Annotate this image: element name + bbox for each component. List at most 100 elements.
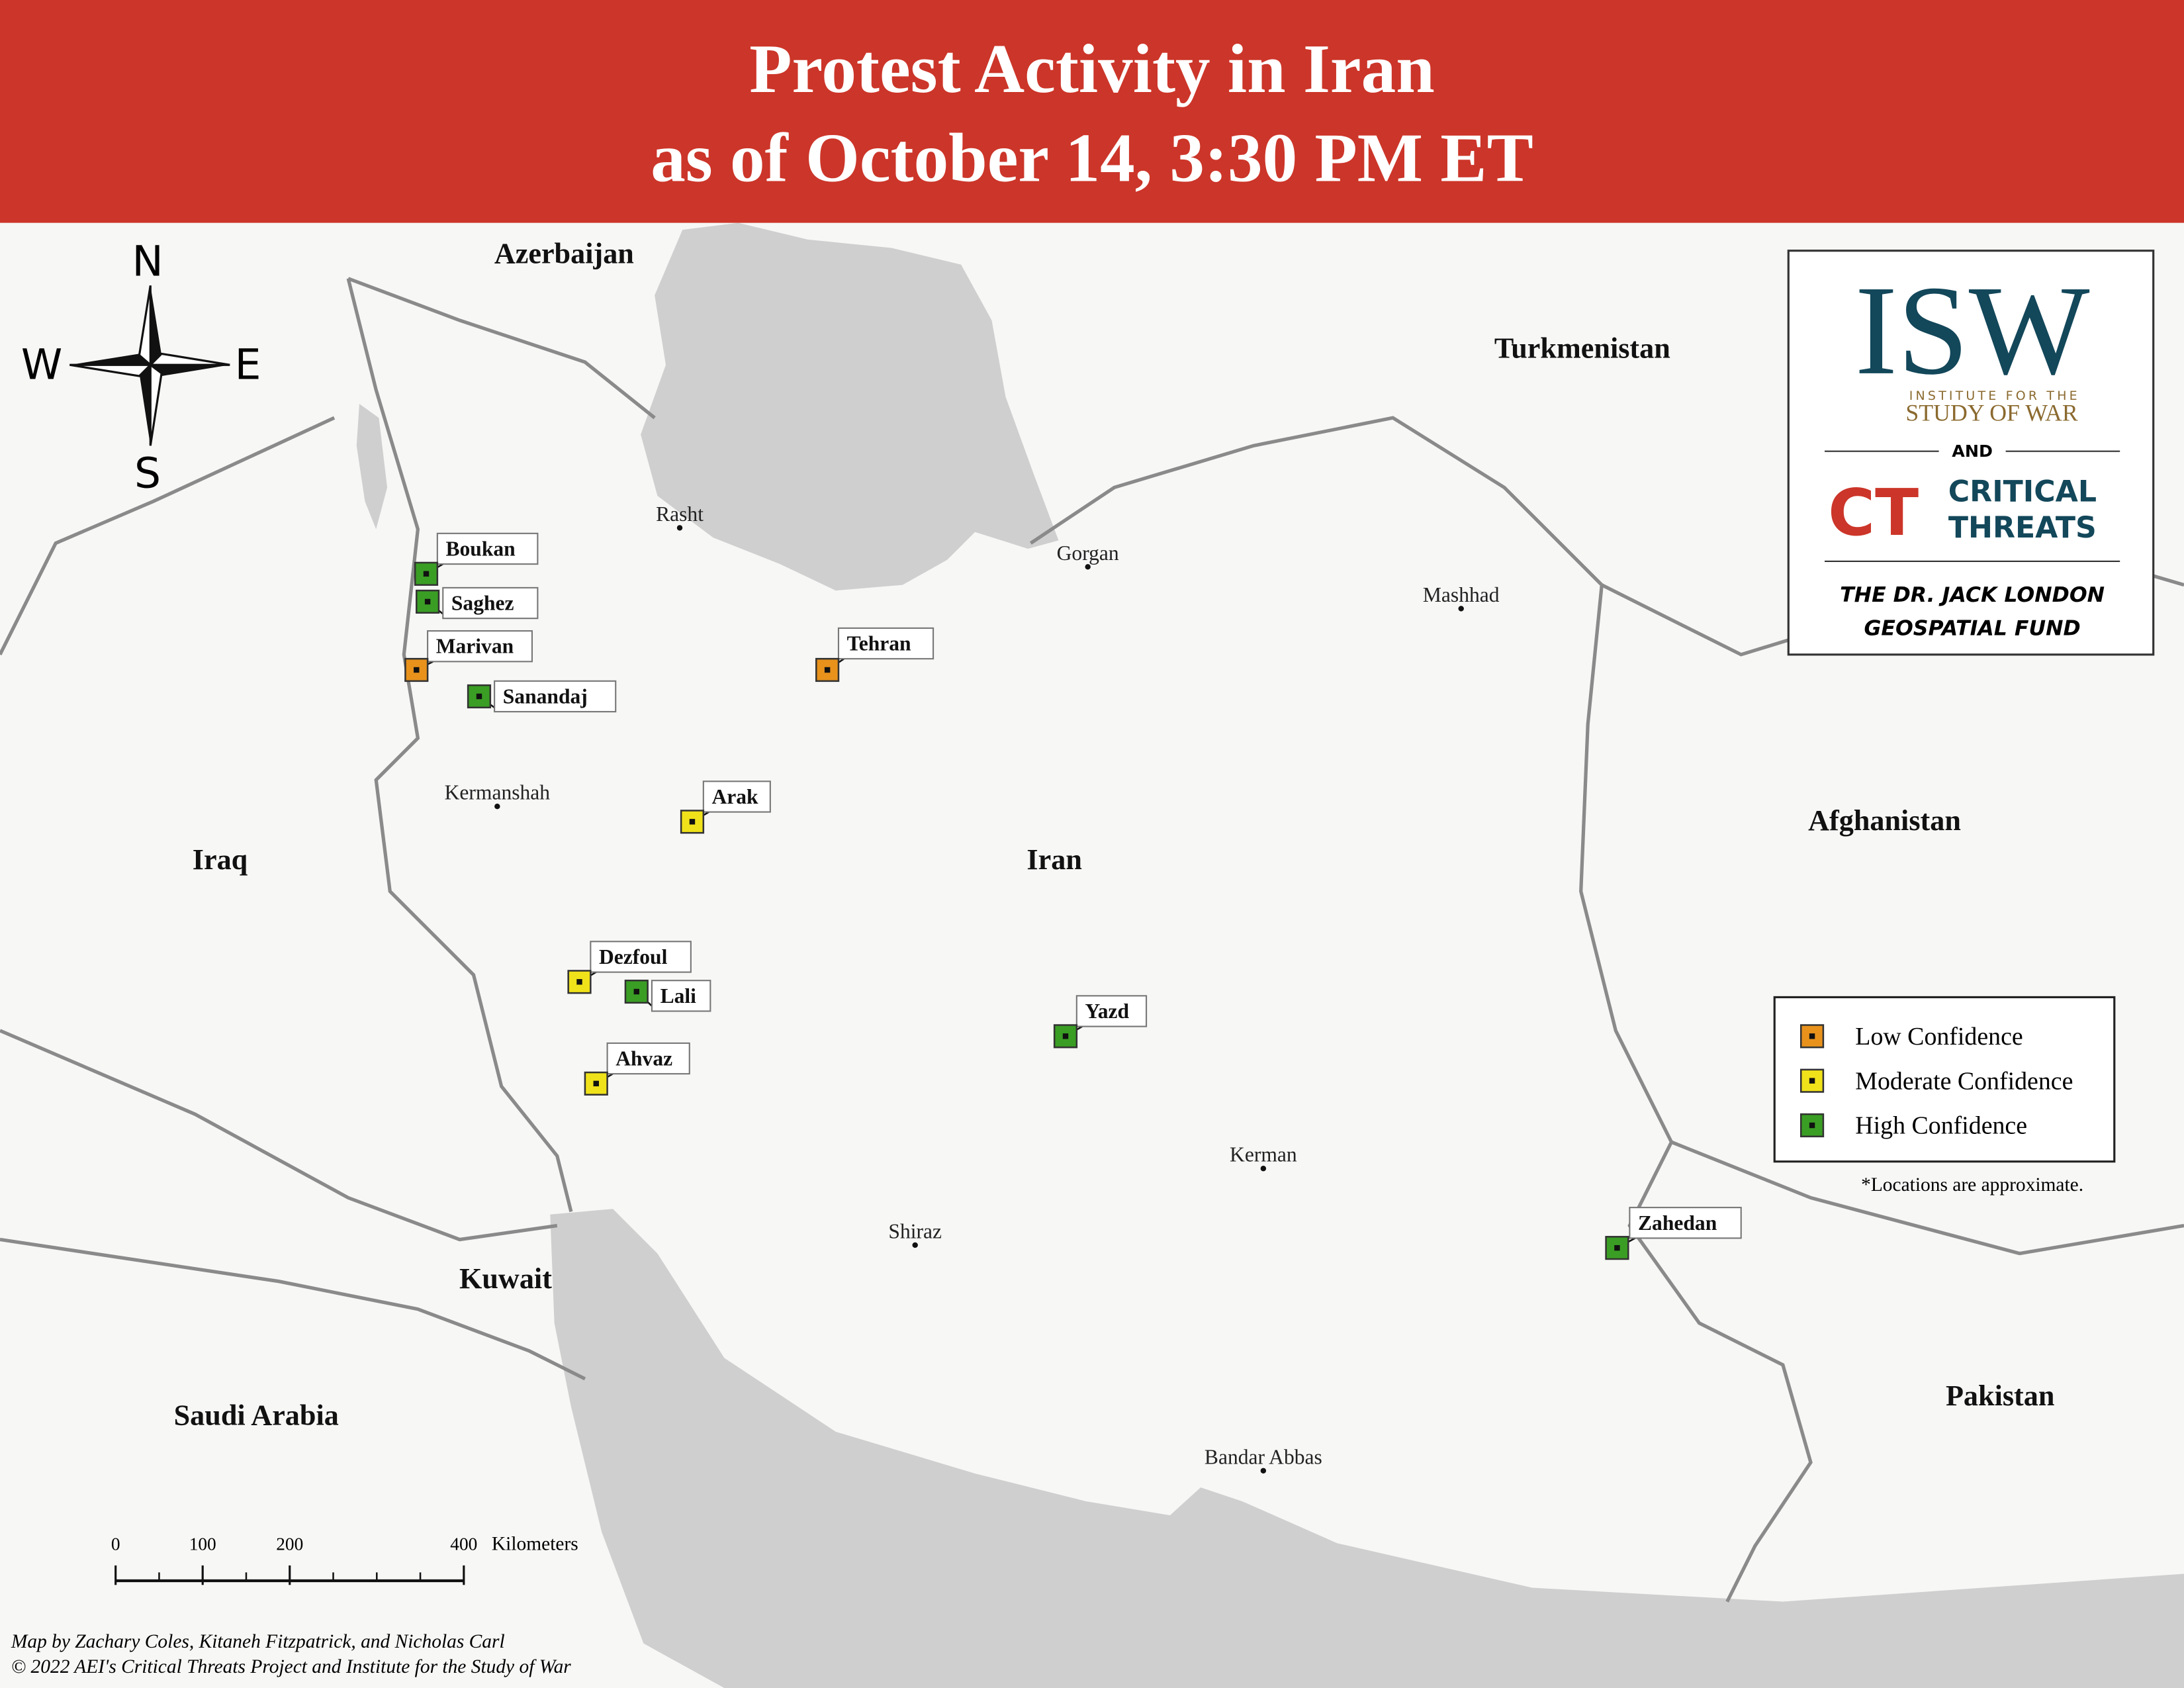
protest-label: Saghez: [451, 592, 514, 615]
legend-label: Moderate Confidence: [1855, 1067, 2073, 1095]
legend-label: Low Confidence: [1855, 1023, 2023, 1051]
legend-label: High Confidence: [1855, 1112, 2027, 1140]
isw-logo: ISW: [1855, 259, 2090, 401]
protest-label: Tehran: [847, 632, 911, 655]
country-label: Kuwait: [459, 1262, 552, 1295]
city-label: Shiraz: [888, 1219, 942, 1243]
lake-urmia: [356, 404, 388, 530]
city-label: Gorgan: [1057, 541, 1119, 565]
marker-dot: [476, 693, 482, 700]
scale-label: 100: [189, 1534, 216, 1554]
marker-dot: [576, 979, 582, 985]
label-box: [494, 680, 617, 713]
iran-iraq-border: [346, 278, 573, 1213]
city-label: Mashhad: [1423, 583, 1500, 606]
caspian-sea: [641, 222, 1059, 591]
isw-line: STUDY OF WAR: [1905, 399, 2078, 426]
marker-dot: [424, 598, 431, 605]
marker-dot: [1809, 1033, 1815, 1039]
city-label: Kermanshah: [445, 781, 551, 804]
title-line: Protest Activity in Iran: [749, 30, 1434, 107]
label-box: [702, 780, 771, 813]
country-label: Afghanistan: [1808, 804, 1961, 837]
label-box: [1629, 1207, 1742, 1239]
compass-east: E: [235, 340, 261, 389]
country-label: Turkmenistan: [1494, 332, 1670, 365]
city-dot: [1260, 1166, 1267, 1172]
ct-line: CRITICAL: [1948, 475, 2097, 508]
protest-label: Yazd: [1085, 1000, 1129, 1023]
compass-west: W: [21, 340, 62, 389]
country-label: Iran: [1026, 843, 1081, 876]
compass-north: N: [132, 237, 163, 286]
credit-line: © 2022 AEI's Critical Threats Project an…: [11, 1656, 571, 1677]
title-line: as of October 14, 3:30 PM ET: [651, 119, 1533, 197]
protest-label: Boukan: [445, 537, 516, 560]
logo-box: [1787, 250, 2155, 656]
credit-line: Map by Zachary Coles, Kitaneh Fitzpatric…: [11, 1631, 505, 1652]
marker-dot: [1809, 1078, 1815, 1084]
legend-box: [1773, 996, 2116, 1163]
country-label: Pakistan: [1946, 1380, 2054, 1412]
country-label: Saudi Arabia: [174, 1399, 339, 1431]
iran-border: [347, 277, 1813, 1603]
scale-label: 0: [111, 1534, 120, 1554]
city-dot: [494, 803, 500, 810]
protest-label: Marivan: [436, 635, 514, 658]
dynamic-layer: Azerbaijan Turkmenistan Iraq Iran Afghanista…: [111, 238, 2073, 1585]
label-box: [837, 627, 934, 660]
marker-dot: [633, 988, 640, 995]
label-box: [427, 630, 533, 663]
protest-marker: [815, 657, 840, 682]
marker-dot: [423, 571, 430, 577]
compass: N S E W: [21, 237, 261, 498]
label-box: [1075, 995, 1148, 1027]
marker-dot: [824, 667, 831, 673]
city-label: Rasht: [656, 502, 704, 526]
city-dot: [912, 1242, 918, 1248]
protest-marker: [624, 979, 649, 1004]
protest-label: Lali: [660, 984, 697, 1008]
logo: ISW INSTITUTE FOR THE STUDY OF WAR AND C…: [1787, 250, 2155, 656]
legend-note: *Locations are approximate.: [1861, 1174, 2083, 1196]
other-borders: [0, 416, 586, 1381]
label-box: [442, 586, 539, 620]
scale-label: 200: [276, 1534, 303, 1554]
marker-dot: [689, 819, 696, 825]
isw-line: INSTITUTE FOR THE: [1909, 389, 2080, 403]
protest-label: Arak: [711, 785, 758, 808]
protest-label: Sanandaj: [503, 685, 588, 708]
scale-label: 400: [450, 1534, 477, 1554]
city-dot: [676, 525, 683, 531]
logo-and: AND: [1952, 442, 1993, 461]
city-dot: [1085, 564, 1091, 570]
country-label: Azerbaijan: [494, 238, 634, 270]
fund-line: GEOSPATIAL FUND: [1864, 616, 2081, 640]
persian-gulf: [550, 1209, 2184, 1688]
scale-unit: Kilometers: [492, 1534, 578, 1555]
protest-marker: [584, 1071, 608, 1096]
label-box: [651, 980, 711, 1012]
fund-line: THE DR. JACK LONDON: [1840, 583, 2105, 607]
protest-label: Zahedan: [1638, 1211, 1717, 1235]
marker-dot: [1809, 1122, 1815, 1129]
protest-label: Dezfoul: [599, 945, 668, 968]
city-label: Bandar Abbas: [1205, 1445, 1322, 1468]
label-box: [436, 532, 539, 565]
city-label: Kerman: [1230, 1143, 1297, 1166]
compass-south: S: [134, 448, 161, 497]
label-box: [606, 1042, 690, 1075]
marker-dot: [1062, 1033, 1069, 1039]
protest-label: Ahvaz: [615, 1047, 672, 1070]
protest-marker: [404, 657, 429, 682]
marker-dot: [414, 667, 420, 673]
ct-line: THREATS: [1948, 511, 2097, 545]
country-label: Iraq: [193, 843, 248, 876]
city-dot: [1260, 1468, 1267, 1474]
label-box: [590, 941, 692, 973]
marker-dot: [593, 1080, 599, 1087]
city-dot: [1458, 606, 1464, 612]
header-bar: [0, 0, 2184, 223]
